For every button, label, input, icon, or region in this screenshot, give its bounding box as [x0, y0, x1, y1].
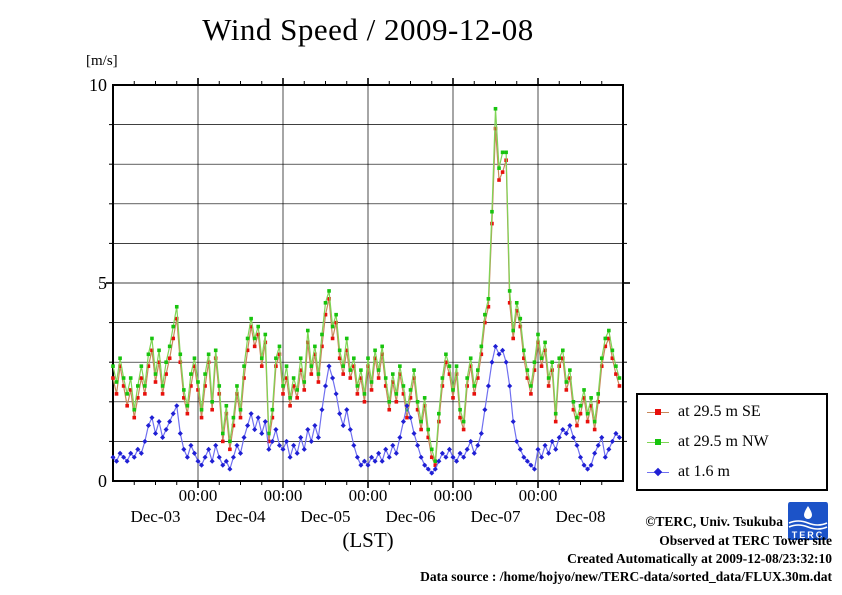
- y-tick-label: 10: [89, 75, 107, 95]
- legend-marker-low-icon: [647, 467, 669, 477]
- x-tick-label: 00:00: [263, 486, 303, 505]
- x-tick-label: 00:00: [433, 486, 473, 505]
- x-day-label: Dec-03: [130, 507, 181, 526]
- x-day-label: Dec-05: [300, 507, 351, 526]
- x-axis-label: (LST): [342, 528, 394, 552]
- legend-marker-nw-icon: [647, 437, 669, 447]
- footer-observed: Observed at TERC Tower site: [659, 533, 832, 548]
- svg-text:TERC: TERC: [792, 530, 825, 540]
- footer-datasource: Data source : /home/hojyo/new/TERC-data/…: [420, 569, 832, 584]
- legend-row-low: at 1.6 m: [638, 463, 826, 481]
- legend-label-se: at 29.5 m SE: [678, 403, 761, 420]
- footer-credit: ©TERC, Univ. Tsukuba: [645, 514, 783, 529]
- legend-marker-se-icon: [647, 407, 669, 417]
- y-tick-label: 5: [98, 273, 107, 293]
- x-day-label: Dec-08: [555, 507, 606, 526]
- y-tick-label: 0: [98, 471, 107, 491]
- legend-box: at 29.5 m SE at 29.5 m NW at 1.6 m: [636, 393, 828, 491]
- terc-logo-icon: TERC: [788, 502, 828, 540]
- x-tick-label: 00:00: [348, 486, 388, 505]
- x-day-label: Dec-07: [470, 507, 521, 526]
- legend-row-nw: at 29.5 m NW: [638, 433, 826, 451]
- footer-created: Created Automatically at 2009-12-08/23:3…: [567, 551, 832, 566]
- x-tick-label: 00:00: [178, 486, 218, 505]
- y-axis-unit-label: [m/s]: [86, 53, 118, 69]
- legend-label-low: at 1.6 m: [678, 463, 730, 480]
- x-day-label: Dec-06: [385, 507, 436, 526]
- x-tick-label: 00:00: [518, 486, 558, 505]
- legend-row-se: at 29.5 m SE: [638, 403, 826, 421]
- x-day-label: Dec-04: [215, 507, 266, 526]
- chart-title: Wind Speed / 2009-12-08: [202, 12, 534, 47]
- legend-label-nw: at 29.5 m NW: [678, 433, 769, 450]
